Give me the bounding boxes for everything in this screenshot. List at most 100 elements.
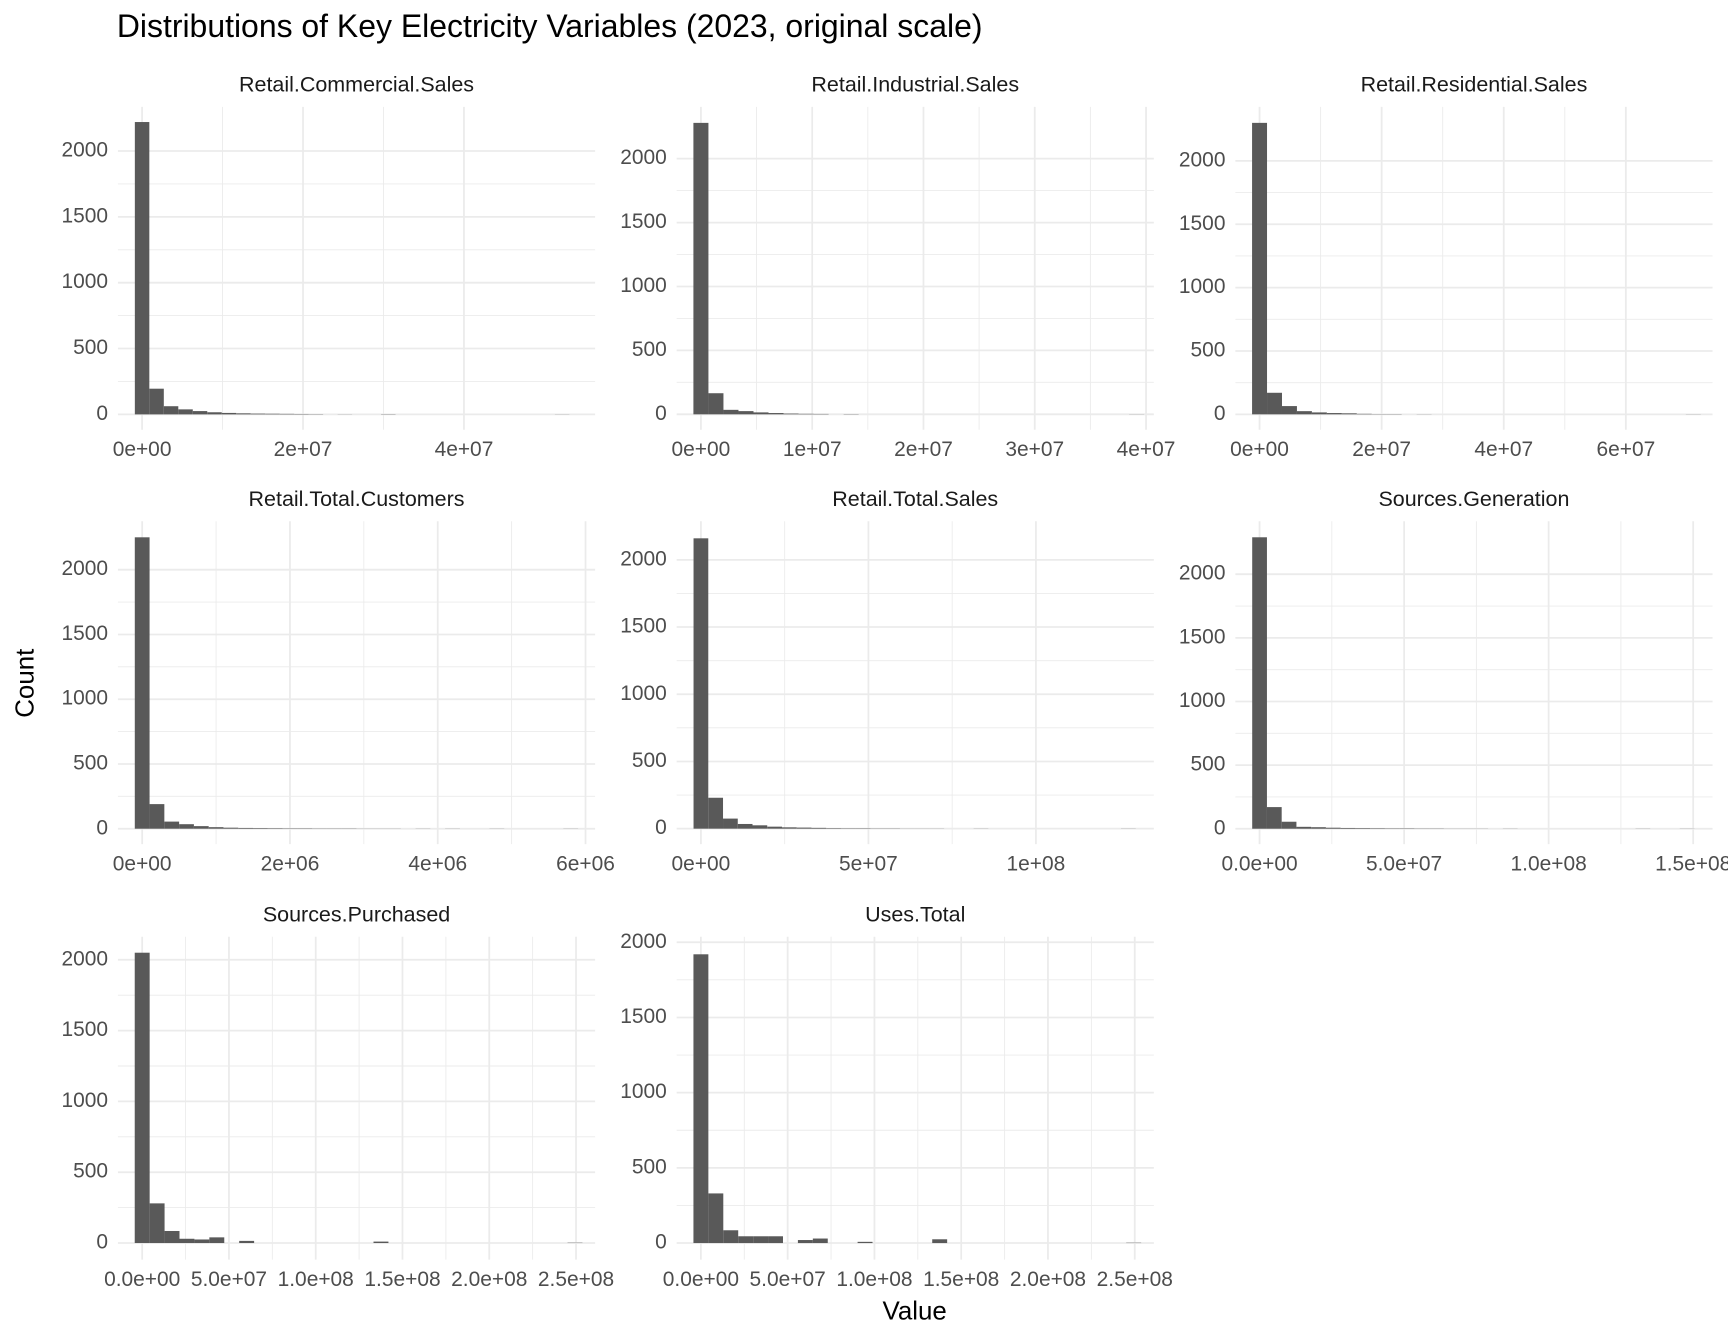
- x-tick-label: 1.0e+08: [1511, 853, 1587, 876]
- x-tick-label: 2e+07: [1352, 438, 1411, 461]
- y-tick-label: 2000: [620, 930, 667, 953]
- bar: [1266, 807, 1282, 829]
- x-tick-label: 1.0e+08: [836, 1268, 912, 1291]
- y-tick-label: 0: [96, 402, 108, 425]
- bar: [826, 828, 841, 829]
- x-tick-label: 0.0e+00: [1221, 853, 1297, 876]
- x-tick-label: 6e+07: [1596, 438, 1655, 461]
- y-tick-label: 1000: [620, 682, 667, 705]
- bar: [737, 823, 753, 829]
- bar: [1341, 413, 1357, 415]
- x-tick-label: 1.5e+08: [364, 1268, 440, 1291]
- x-tick-label: 2.0e+08: [451, 1268, 527, 1291]
- panel-title: Sources.Purchased: [263, 902, 450, 926]
- x-tick-label: 0e+00: [113, 438, 172, 461]
- panel: Uses.Total 0.0e+00 5.0e+07 1.0e+08 1.5e+08 2.…: [620, 902, 1173, 1291]
- bar: [250, 413, 266, 415]
- y-tick-label: 500: [632, 338, 667, 361]
- x-tick-label: 2e+07: [894, 438, 953, 461]
- x-tick-label: 0e+00: [113, 853, 172, 876]
- bar: [798, 413, 814, 415]
- x-tick-label: 2e+06: [261, 853, 320, 876]
- y-tick-label: 1500: [620, 615, 667, 638]
- y-tick-label: 1500: [620, 1005, 667, 1028]
- bar: [857, 1241, 873, 1244]
- y-tick-label: 1000: [61, 687, 108, 710]
- bar: [267, 828, 283, 829]
- bar: [1325, 827, 1341, 829]
- bar: [1296, 411, 1312, 415]
- bar: [1267, 392, 1282, 415]
- bar: [1370, 828, 1385, 829]
- bar: [738, 411, 754, 415]
- bar: [753, 1236, 769, 1244]
- panel: Sources.Purchased 0.0e+00 5.0e+07 1.0e+08 1.…: [61, 902, 614, 1291]
- bar: [723, 409, 739, 415]
- y-tick-label: 2000: [620, 547, 667, 570]
- x-tick-label: 2.5e+08: [1097, 1268, 1173, 1291]
- bar: [1252, 537, 1267, 829]
- bar: [1281, 406, 1297, 415]
- bar: [193, 826, 209, 829]
- x-tick-label: 5.0e+07: [191, 1268, 267, 1291]
- y-tick-label: 1500: [61, 622, 108, 645]
- y-tick-label: 500: [1191, 753, 1226, 776]
- bar: [1281, 821, 1297, 829]
- panel: Retail.Total.Sales 0e+00 5e+07 1e+08 0 500 100…: [620, 487, 1154, 876]
- bar: [209, 1237, 225, 1244]
- y-tick-label: 500: [1191, 338, 1226, 361]
- y-axis-title: Count: [11, 649, 39, 718]
- y-tick-label: 500: [73, 1160, 108, 1183]
- bar: [1311, 412, 1327, 415]
- bar: [708, 393, 724, 415]
- bar: [164, 821, 180, 829]
- bar: [781, 827, 797, 829]
- chart-title: Distributions of Key Electricity Variabl…: [117, 8, 983, 44]
- x-tick-label: 0e+00: [672, 438, 731, 461]
- y-tick-label: 500: [73, 336, 108, 359]
- panel-title: Uses.Total: [865, 902, 965, 926]
- y-tick-label: 0: [655, 816, 667, 839]
- y-tick-label: 1500: [61, 204, 108, 227]
- x-tick-label: 1.5e+08: [923, 1268, 999, 1291]
- x-tick-label: 4e+07: [1474, 438, 1533, 461]
- y-tick-label: 0: [1214, 816, 1226, 839]
- x-tick-label: 0.0e+00: [104, 1268, 180, 1291]
- bar: [265, 413, 280, 415]
- bar: [194, 1239, 210, 1244]
- bar: [239, 1240, 255, 1244]
- x-tick-label: 0.0e+00: [663, 1268, 739, 1291]
- panel-title: Retail.Total.Customers: [249, 487, 465, 511]
- bar: [796, 827, 812, 829]
- panel-title: Retail.Commercial.Sales: [239, 73, 474, 97]
- x-tick-label: 1e+07: [783, 438, 842, 461]
- x-tick-label: 5.0e+07: [1366, 853, 1442, 876]
- x-tick-label: 0e+00: [1230, 438, 1289, 461]
- y-tick-label: 2000: [61, 947, 108, 970]
- y-tick-label: 2000: [620, 146, 667, 169]
- bar: [221, 412, 237, 415]
- bar: [753, 412, 769, 415]
- y-tick-label: 500: [73, 751, 108, 774]
- y-tick-label: 1000: [620, 1080, 667, 1103]
- y-tick-label: 1500: [61, 1018, 108, 1041]
- bar: [693, 122, 709, 415]
- bar: [932, 1239, 948, 1244]
- bar: [767, 826, 782, 829]
- x-tick-label: 4e+06: [408, 853, 467, 876]
- bar: [253, 828, 268, 829]
- y-tick-label: 500: [632, 1155, 667, 1178]
- bar: [693, 538, 709, 829]
- y-tick-label: 0: [1214, 402, 1226, 425]
- x-tick-label: 4e+07: [1117, 438, 1176, 461]
- y-tick-label: 1000: [620, 274, 667, 297]
- bar: [373, 1241, 389, 1244]
- bar: [768, 1236, 783, 1244]
- x-tick-label: 3e+07: [1005, 438, 1064, 461]
- panel: Retail.Total.Customers 0e+00 2e+06 4e+06 6e+…: [61, 487, 614, 876]
- bar: [1340, 827, 1356, 829]
- y-tick-label: 1000: [1179, 689, 1226, 712]
- bar: [223, 827, 239, 829]
